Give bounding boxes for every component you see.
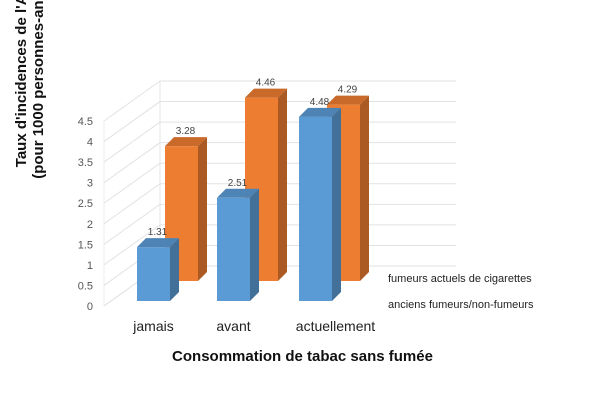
bars: 3.28 4.46 4.29 1.31 2.51 4.48 bbox=[137, 78, 369, 301]
x-axis-label: Consommation de tabac sans fumée bbox=[172, 348, 433, 365]
bar-former-non-smokers-1-value-label: 2.51 bbox=[228, 178, 248, 189]
y-tick-label: 3.5 bbox=[78, 157, 93, 169]
y-axis-label-line-2: (pour 1000 personnes-années) bbox=[30, 0, 47, 179]
y-tick-label: 1 bbox=[87, 260, 93, 272]
category-label-1: avant bbox=[216, 318, 250, 334]
category-labels: jamais avant actuellement bbox=[132, 318, 375, 334]
bar-current-smokers-2-value-label: 4.29 bbox=[338, 85, 358, 96]
bar-current-smokers-2-top bbox=[327, 95, 369, 105]
gridline bbox=[103, 80, 456, 122]
bar-current-smokers-1-value-label: 4.46 bbox=[256, 78, 276, 89]
y-tick-label: 1.5 bbox=[78, 239, 93, 251]
y-tick-label: 3 bbox=[87, 178, 93, 190]
bar-current-smokers-1-top bbox=[245, 88, 287, 98]
bar-former-non-smokers-0-side bbox=[170, 238, 179, 301]
bar-former-non-smokers-2-top bbox=[299, 107, 341, 117]
y-tick-label: 2 bbox=[87, 219, 93, 231]
bar-current-smokers-2-side bbox=[360, 95, 369, 281]
bar-former-non-smokers-1-side bbox=[250, 188, 259, 301]
bar-former-non-smokers-1-top bbox=[217, 188, 259, 198]
bar-former-non-smokers-0-top bbox=[137, 238, 179, 248]
bar-current-smokers-0-value-label: 3.28 bbox=[176, 126, 196, 137]
y-tick-label: 0.5 bbox=[78, 280, 93, 292]
bar-former-non-smokers-2-side bbox=[332, 107, 341, 301]
bar-current-smokers-0-top bbox=[165, 137, 207, 147]
legend-entry-current-smokers: fumeurs actuels de cigarettes bbox=[388, 273, 532, 285]
category-label-0: jamais bbox=[132, 318, 173, 334]
bar-former-non-smokers-1: 2.51 bbox=[217, 178, 259, 301]
bar-current-smokers-0-side bbox=[198, 137, 207, 281]
y-axis-label-line-1: Taux d'incidences de l'AOP bbox=[13, 0, 30, 168]
bar-former-non-smokers-0-front bbox=[137, 247, 170, 301]
bar-former-non-smokers-2: 4.48 bbox=[299, 97, 341, 301]
y-tick-label: 0 bbox=[87, 301, 93, 313]
bar-former-non-smokers-0: 1.31 bbox=[137, 227, 179, 301]
bar-former-non-smokers-2-front bbox=[299, 116, 332, 301]
bar-former-non-smokers-2-value-label: 4.48 bbox=[310, 97, 330, 108]
category-label-2: actuellement bbox=[296, 318, 375, 334]
bar-former-non-smokers-1-front bbox=[217, 197, 250, 301]
bar-current-smokers-1-side bbox=[278, 88, 287, 282]
y-tick-label: 4.5 bbox=[78, 116, 93, 128]
bar-former-non-smokers-0-value-label: 1.31 bbox=[148, 227, 168, 238]
y-tick-labels: 0 0.5 1 1.5 2 2.5 3 3.5 4 4.5 bbox=[78, 116, 93, 313]
legend-entry-former-non-smokers: anciens fumeurs/non-fumeurs bbox=[388, 299, 534, 311]
y-tick-label: 4 bbox=[87, 137, 93, 149]
y-tick-label: 2.5 bbox=[78, 198, 93, 210]
